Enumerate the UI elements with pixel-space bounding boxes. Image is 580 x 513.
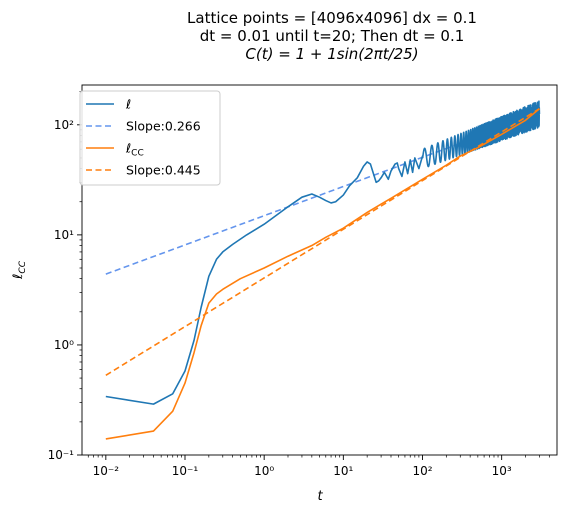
legend-box (79, 90, 221, 186)
y-tick-label-2: 10¹ (54, 228, 74, 242)
plot-area (105, 100, 541, 440)
x-axis-label: t (317, 489, 323, 504)
y-axis-label: ℓCC (11, 260, 28, 280)
x-tick-label-1: 10⁻¹ (172, 464, 199, 478)
y-axis: 10⁻¹ 10⁰ 10¹ 10² (48, 91, 82, 462)
x-axis: 10⁻² 10⁻¹ 10⁰ 10¹ 10² 10³ (87, 455, 550, 478)
x-tick-label-2: 10⁰ (254, 464, 274, 478)
legend-label-3: Slope:0.445 (126, 163, 201, 178)
y-tick-label-0: 10⁻¹ (48, 448, 75, 462)
x-tick-label-5: 10³ (492, 464, 512, 478)
legend-label-subscript: CC (131, 149, 144, 159)
series-ell-line (105, 100, 541, 405)
chart-title: Lattice points = [4096x4096] dx = 0.1 dt… (187, 9, 477, 63)
y-tick-label-1: 10⁰ (54, 338, 74, 352)
title-line-1: Lattice points = [4096x4096] dx = 0.1 (187, 9, 477, 27)
series-ellcc-line (105, 108, 540, 440)
legend-label-0: ℓ (125, 97, 131, 112)
y-tick-label-3: 10² (54, 118, 74, 132)
title-line-2: dt = 0.01 until t=20; Then dt = 0.1 (200, 27, 465, 45)
x-tick-label-4: 10² (412, 464, 432, 478)
x-tick-label-0: 10⁻² (93, 464, 120, 478)
x-tick-label-3: 10¹ (333, 464, 353, 478)
title-line-3: C(t) = 1 + 1sin(2πt/25) (245, 45, 418, 63)
legend-label-1: Slope:0.266 (126, 119, 201, 134)
